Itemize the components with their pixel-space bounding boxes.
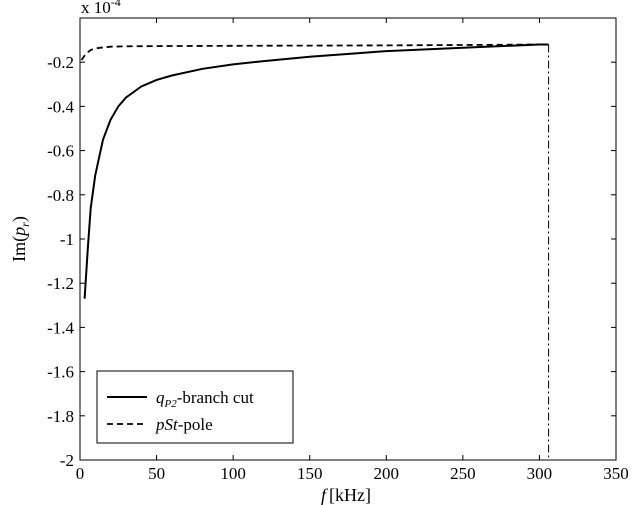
x-tick-label: 0 xyxy=(76,464,85,483)
plot-frame xyxy=(79,17,617,461)
legend-entry-pst-pole: pSt-pole xyxy=(155,415,213,434)
legend-entry-branch-cut: qP2-branch cut xyxy=(156,388,254,410)
legend-pst-pole-rest: -pole xyxy=(178,415,213,434)
x-axis-label: f [kHz] xyxy=(321,485,371,505)
legend: qP2-branch cut pSt-pole xyxy=(96,370,294,444)
y-tick-label: -0.2 xyxy=(47,53,74,72)
y-multiplier-exponent: -4 xyxy=(111,0,121,9)
y-axis-label-suffix: ) xyxy=(9,216,30,222)
plot-layer xyxy=(80,43,550,460)
y-axis-label-prefix: Im( xyxy=(9,236,30,262)
y-tick-label: -1.6 xyxy=(47,363,74,382)
legend-branch-cut-rest: -branch cut xyxy=(177,388,254,407)
x-tick-label: 350 xyxy=(603,464,629,483)
y-tick-label: -1.2 xyxy=(47,274,74,293)
x-tick-label: 200 xyxy=(374,464,400,483)
y-tick-label: -1 xyxy=(60,230,74,249)
y-tick-label: -2 xyxy=(60,451,74,470)
x-tick-label: 50 xyxy=(148,464,165,483)
x-tick-label: 100 xyxy=(220,464,246,483)
legend-branch-cut-var: q xyxy=(156,388,165,407)
x-tick-label: 300 xyxy=(527,464,553,483)
x-tick-label: 250 xyxy=(450,464,476,483)
y-tick-label: -0.4 xyxy=(47,97,74,116)
y-tick-label: -0.8 xyxy=(47,186,74,205)
y-multiplier-base: x 10 xyxy=(81,0,111,17)
y-tick-label: -0.6 xyxy=(47,142,74,161)
ticks-layer: 0 50 100 150 200 250 300 350 -0.2 -0.4 -0.6 -0.8 -1 -… xyxy=(47,18,629,483)
x-axis-label-var: f xyxy=(321,485,329,505)
x-axis-label-unit: [kHz] xyxy=(329,485,371,505)
x-tick-label: 150 xyxy=(297,464,323,483)
y-axis-label-sub: r xyxy=(18,222,32,227)
y-multiplier: x 10-4 xyxy=(81,0,121,17)
legend-box xyxy=(96,370,294,444)
y-axis-label: Im(pr) xyxy=(9,216,32,262)
y-tick-label: -1.4 xyxy=(47,318,74,337)
series-branch-cut-line xyxy=(83,43,549,299)
y-tick-label: -1.8 xyxy=(47,407,74,426)
legend-pst-pole-var: pSt xyxy=(155,415,179,434)
legend-branch-cut-sub: P2 xyxy=(164,398,178,410)
y-axis-label-var: p xyxy=(9,227,29,238)
series-pst-pole-line xyxy=(80,43,549,61)
